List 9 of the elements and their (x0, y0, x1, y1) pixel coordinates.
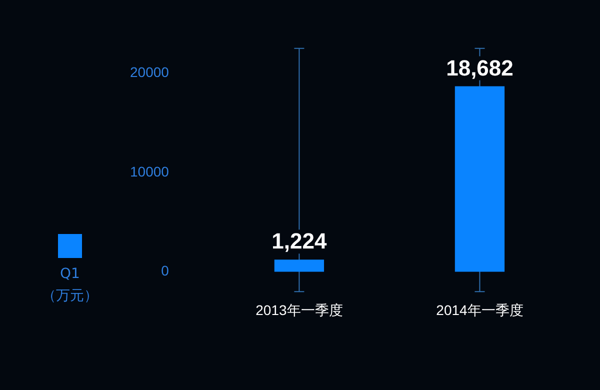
legend-label: Q1 (60, 266, 80, 282)
y-tick-label: 10000 (130, 163, 170, 180)
y-axis-title: （万元） (41, 287, 99, 305)
y-tick-label: 20000 (130, 64, 170, 80)
x-tick-label: 2013年一季度 (256, 302, 343, 318)
data-label: 18,682 (446, 55, 514, 80)
y-tick-label: 0 (161, 262, 170, 279)
data-label: 1,224 (272, 228, 328, 254)
x-tick-label: 2014年一季度 (436, 302, 524, 318)
